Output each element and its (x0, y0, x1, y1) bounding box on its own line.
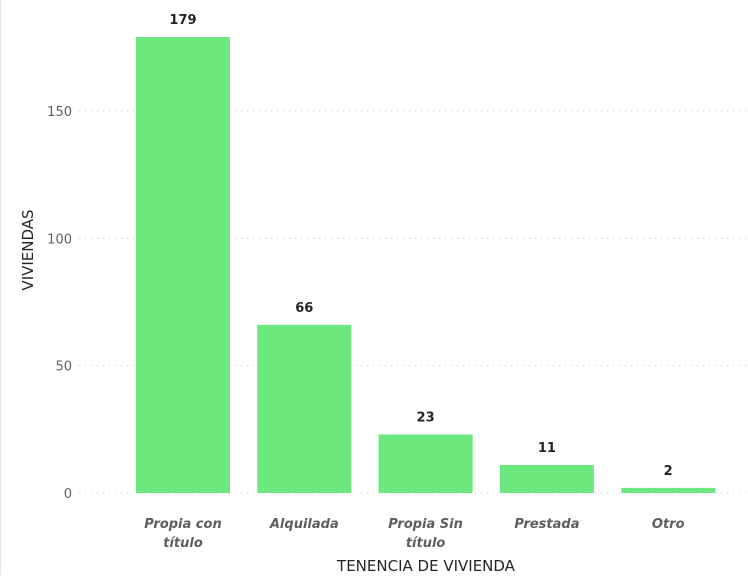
bar (378, 434, 473, 493)
x-tick-label: Prestada (514, 517, 579, 532)
x-tick-label: Alquilada (269, 517, 339, 532)
y-tick-label: 100 (47, 232, 72, 247)
x-tick-label: Propia Sin (388, 517, 463, 532)
y-tick-label: 150 (47, 105, 72, 120)
y-tick-label: 50 (55, 360, 72, 375)
data-label: 66 (295, 301, 313, 316)
x-tick-label: Otro (652, 517, 685, 532)
x-axis-categories: Propia con título Alquilada Propia Sin títul… (144, 517, 684, 551)
bars (136, 37, 716, 493)
data-label: 179 (169, 13, 196, 28)
x-tick-label: título (163, 536, 203, 551)
x-tick-label: Propia con (144, 517, 221, 532)
bar (257, 324, 352, 493)
x-tick-label: título (406, 536, 446, 551)
y-axis-ticks: 0 50 100 150 (47, 105, 72, 502)
bar (136, 37, 230, 493)
bar (499, 464, 594, 493)
y-tick-label: 0 (64, 487, 72, 502)
data-label: 23 (417, 410, 435, 425)
data-labels: 179 66 23 11 2 (169, 13, 672, 479)
y-axis-title: VIVIENDAS (19, 209, 37, 290)
bar (621, 487, 716, 493)
data-label: 2 (664, 464, 673, 479)
x-axis-title: TENENCIA DE VIVIENDA (336, 557, 516, 575)
data-label: 11 (538, 441, 556, 456)
